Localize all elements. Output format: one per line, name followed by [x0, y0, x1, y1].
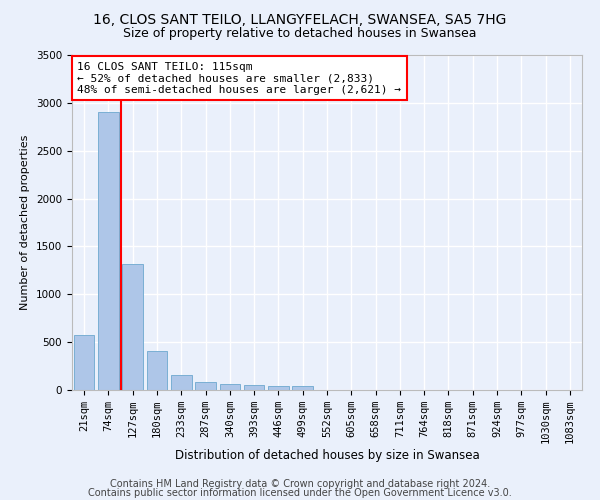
Bar — [146, 351, 167, 390]
Bar — [244, 384, 265, 390]
Bar — [122, 264, 143, 390]
Text: Contains HM Land Registry data © Crown copyright and database right 2024.: Contains HM Land Registry data © Crown c… — [110, 479, 490, 489]
Bar — [171, 375, 191, 390]
Bar — [268, 386, 289, 390]
Y-axis label: Number of detached properties: Number of detached properties — [20, 135, 31, 310]
Bar — [195, 382, 216, 390]
Text: 16, CLOS SANT TEILO, LLANGYFELACH, SWANSEA, SA5 7HG: 16, CLOS SANT TEILO, LLANGYFELACH, SWANS… — [94, 12, 506, 26]
Bar — [74, 336, 94, 390]
Bar — [292, 386, 313, 390]
X-axis label: Distribution of detached houses by size in Swansea: Distribution of detached houses by size … — [175, 449, 479, 462]
Text: Contains public sector information licensed under the Open Government Licence v3: Contains public sector information licen… — [88, 488, 512, 498]
Bar — [220, 384, 240, 390]
Text: 16 CLOS SANT TEILO: 115sqm
← 52% of detached houses are smaller (2,833)
48% of s: 16 CLOS SANT TEILO: 115sqm ← 52% of deta… — [77, 62, 401, 95]
Text: Size of property relative to detached houses in Swansea: Size of property relative to detached ho… — [123, 28, 477, 40]
Bar — [98, 112, 119, 390]
